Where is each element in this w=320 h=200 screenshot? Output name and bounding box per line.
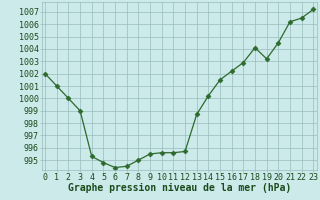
X-axis label: Graphe pression niveau de la mer (hPa): Graphe pression niveau de la mer (hPa) (68, 183, 291, 193)
